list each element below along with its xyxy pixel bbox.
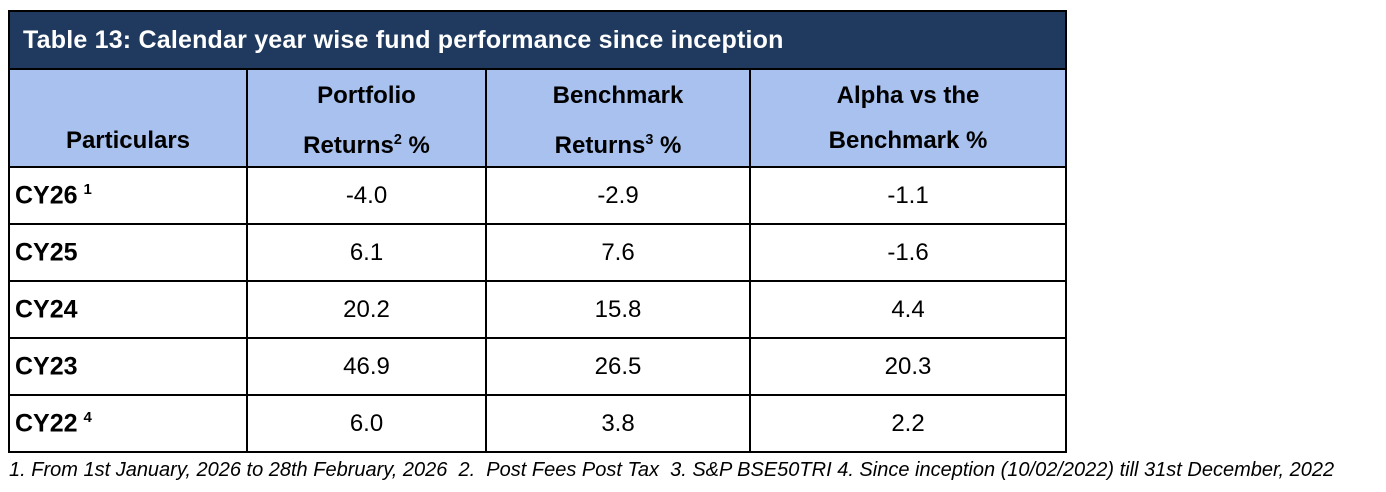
row-label: CY24 bbox=[8, 280, 248, 339]
benchmark-return-value: -2.9 bbox=[485, 166, 751, 225]
alpha-value: 4.4 bbox=[748, 280, 1068, 339]
portfolio-return-value: 6.1 bbox=[246, 223, 487, 282]
table-row-cy22: CY22 4 6.0 3.8 2.2 bbox=[8, 394, 1068, 453]
header-text: Returns bbox=[303, 132, 394, 159]
portfolio-return-value: 46.9 bbox=[246, 337, 487, 396]
header-text: % bbox=[653, 132, 682, 159]
footnote-ref-2: 2 bbox=[393, 132, 402, 148]
col-header-particulars: Particulars bbox=[8, 68, 248, 168]
year-label: CY22 bbox=[15, 409, 78, 438]
table-row-cy25: CY25 6.1 7.6 -1.6 bbox=[8, 223, 1068, 282]
row-label: CY23 bbox=[8, 337, 248, 396]
portfolio-return-value: -4.0 bbox=[246, 166, 487, 225]
benchmark-return-value: 3.8 bbox=[485, 394, 751, 453]
table-row-cy23: CY23 46.9 26.5 20.3 bbox=[8, 337, 1068, 396]
header-line-bottom: Returns3 % bbox=[488, 118, 748, 163]
table-row-cy26: CY26 1 -4.0 -2.9 -1.1 bbox=[8, 166, 1068, 225]
col-header-alpha: Alpha vs the Benchmark % bbox=[748, 68, 1068, 168]
portfolio-return-value: 6.0 bbox=[246, 394, 487, 453]
year-label: CY25 bbox=[15, 238, 78, 267]
portfolio-return-value: 20.2 bbox=[246, 280, 487, 339]
table-header-row: Particulars Portfolio Returns2 % Benchma… bbox=[8, 68, 1068, 168]
header-line-bottom: Particulars bbox=[65, 127, 191, 154]
row-label: CY22 4 bbox=[8, 394, 248, 453]
header-line-top bbox=[11, 73, 245, 118]
row-label: CY25 bbox=[8, 223, 248, 282]
table-title-row: Table 13: Calendar year wise fund perfor… bbox=[7, 10, 1068, 70]
alpha-value: -1.6 bbox=[748, 223, 1068, 282]
row-label: CY26 1 bbox=[8, 166, 248, 225]
header-text: % bbox=[401, 132, 430, 159]
year-label: CY26 bbox=[15, 181, 78, 210]
table-title: Table 13: Calendar year wise fund perfor… bbox=[7, 10, 1068, 70]
header-text: Returns bbox=[554, 132, 646, 159]
benchmark-return-value: 7.6 bbox=[485, 223, 751, 282]
alpha-value: -1.1 bbox=[748, 166, 1068, 225]
header-line-bottom: Returns2 % bbox=[249, 118, 484, 163]
header-line-top: Benchmark bbox=[552, 82, 684, 109]
header-line-top: Portfolio bbox=[317, 82, 416, 109]
table-row-cy24: CY24 20.2 15.8 4.4 bbox=[8, 280, 1068, 339]
year-label: CY23 bbox=[15, 352, 78, 381]
alpha-value: 20.3 bbox=[748, 337, 1068, 396]
table-footnotes: 1. From 1st January, 2026 to 28th Februa… bbox=[9, 459, 1335, 481]
benchmark-return-value: 15.8 bbox=[485, 280, 751, 339]
alpha-value: 2.2 bbox=[748, 394, 1068, 453]
header-line-bottom: Benchmark % bbox=[828, 127, 988, 154]
year-label: CY24 bbox=[15, 295, 78, 324]
footnote-ref-3: 3 bbox=[645, 132, 654, 148]
footnote-ref-4: 4 bbox=[83, 408, 92, 426]
fund-performance-table: Table 13: Calendar year wise fund perfor… bbox=[7, 10, 1068, 453]
footnote-ref-1: 1 bbox=[83, 180, 92, 198]
col-header-portfolio-returns: Portfolio Returns2 % bbox=[246, 68, 487, 168]
benchmark-return-value: 26.5 bbox=[485, 337, 751, 396]
header-line-top: Alpha vs the bbox=[836, 82, 980, 109]
col-header-benchmark-returns: Benchmark Returns3 % bbox=[485, 68, 751, 168]
